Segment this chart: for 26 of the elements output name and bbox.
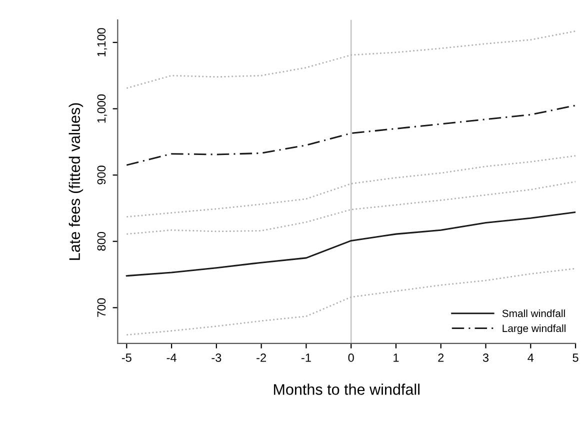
y-tick-label: 800 — [97, 232, 106, 251]
x-tick-label: 1 — [394, 354, 399, 362]
x-tick-label: 2 — [438, 354, 444, 362]
y-tick-label: 900 — [97, 166, 106, 184]
x-tick-label: 5 — [572, 354, 578, 362]
x-tick-label: -5 — [122, 354, 132, 362]
line-series — [126, 30, 576, 89]
x-tick-label: -3 — [212, 354, 222, 362]
legend-label: Small windfall — [502, 309, 565, 318]
x-tick-label: 3 — [482, 354, 489, 362]
x-tick-label: -2 — [256, 354, 266, 362]
x-axis-title: Months to the windfall — [274, 384, 420, 395]
x-tick-label: -4 — [166, 354, 176, 362]
x-tick-label: 4 — [528, 354, 534, 362]
line-series — [126, 155, 576, 218]
legend-label: Large windfall — [502, 324, 566, 334]
line-series — [126, 211, 576, 277]
x-tick-label: 0 — [348, 354, 354, 362]
x-tick-label: -1 — [301, 354, 311, 362]
line-series — [126, 268, 576, 336]
line-series — [126, 180, 576, 235]
y-tick-label: 1,100 — [97, 28, 108, 56]
y-tick-label: 700 — [97, 298, 106, 317]
y-axis-title: Late fees (fitted values) — [68, 103, 84, 260]
line-series — [126, 104, 576, 166]
y-tick-label: 1,000 — [97, 94, 108, 123]
